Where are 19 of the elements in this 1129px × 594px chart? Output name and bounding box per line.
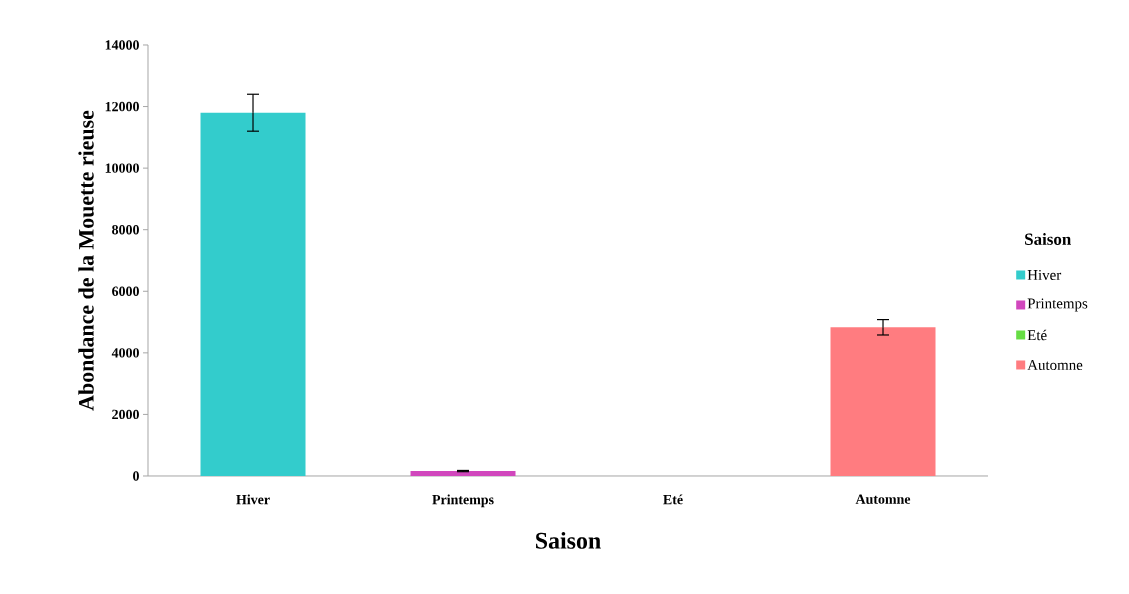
y-tick-label: 0 <box>133 471 139 481</box>
y-tick-label: 10000 <box>105 163 139 173</box>
y-tick-label: 12000 <box>105 101 139 112</box>
x-tick-label: Hiver <box>236 494 270 505</box>
y-tick-label: 14000 <box>105 40 139 50</box>
legend-title: Saison <box>1025 233 1072 245</box>
legend-label: Hiver <box>1027 269 1062 280</box>
legend-label: Eté <box>1027 329 1047 341</box>
x-tick-label: Automne <box>855 494 911 504</box>
x-axis-title: Saison <box>536 531 601 549</box>
y-tick-label: 8000 <box>112 224 139 235</box>
x-tick-label: Printemps <box>432 494 494 508</box>
legend-label: Printemps <box>1027 298 1088 312</box>
x-tick-label: Eté <box>663 494 683 505</box>
y-tick-label: 6000 <box>112 286 139 296</box>
y-tick-label: 2000 <box>112 409 139 420</box>
y-axis-title: Abondance de la Mouette rieuse <box>78 110 94 411</box>
legend-label: Automne <box>1027 359 1083 370</box>
y-tick-label: 4000 <box>111 348 139 358</box>
